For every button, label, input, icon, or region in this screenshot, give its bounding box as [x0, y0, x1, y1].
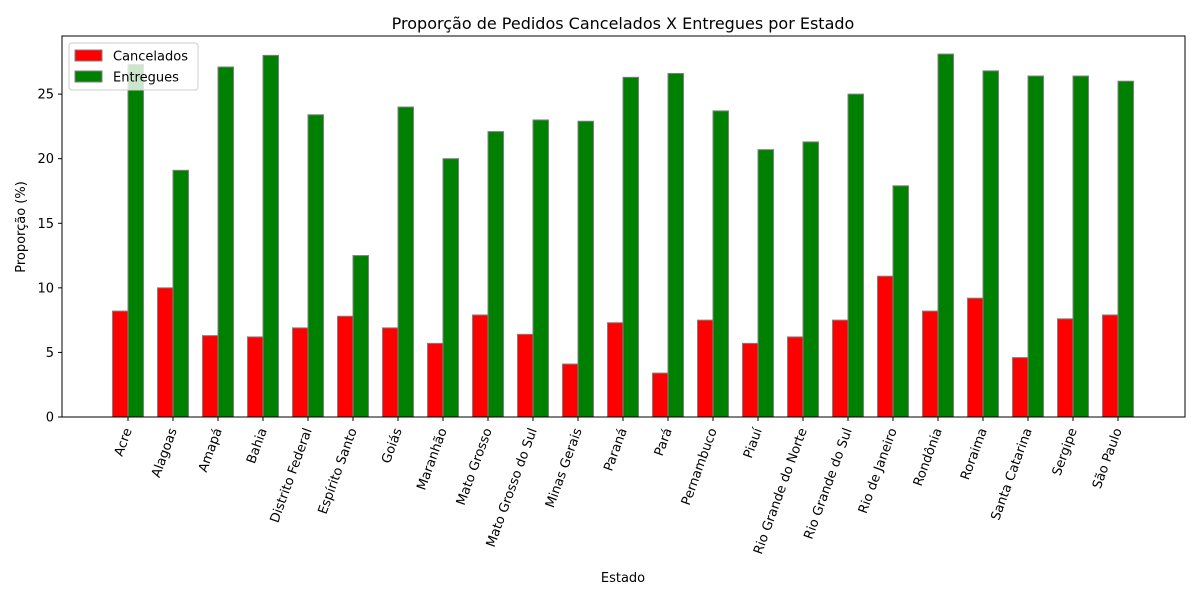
y-tick-label-0: 0: [46, 411, 54, 426]
bar-entregues-1: [172, 169, 189, 418]
bar-entregues-14: [757, 149, 774, 418]
bar-cancelados-1: [157, 287, 174, 418]
y-tick-label-4: 20: [37, 152, 54, 167]
legend-swatch-cancelados: [74, 49, 103, 62]
legend-swatch-entregues: [74, 70, 103, 83]
bar-cancelados-18: [922, 310, 939, 418]
bar-entregues-11: [622, 76, 639, 418]
bar-cancelados-8: [472, 314, 489, 418]
bar-entregues-22: [1117, 80, 1134, 418]
bar-cancelados-22: [1102, 314, 1119, 418]
x-tick-label-21: Sergipe: [1050, 426, 1081, 478]
x-tick-label-18: Rondônia: [911, 426, 946, 488]
y-axis-label: Proporção (%): [14, 181, 29, 273]
bar-cancelados-9: [517, 333, 534, 418]
bar-entregues-6: [397, 106, 414, 418]
bar-cancelados-3: [247, 336, 264, 418]
bar-cancelados-4: [292, 327, 309, 418]
bar-cancelados-10: [562, 363, 579, 418]
bars-group: [112, 53, 1134, 418]
bar-entregues-7: [442, 158, 459, 418]
x-tick-label-7: Maranhão: [414, 426, 450, 492]
bar-entregues-13: [712, 110, 729, 418]
bar-entregues-8: [487, 131, 504, 418]
bar-cancelados-13: [697, 319, 714, 418]
x-tick-label-5: Espírito Santo: [316, 426, 361, 516]
x-tick-label-11: Paraná: [601, 426, 630, 473]
x-tick-label-16: Rio Grande do Sul: [802, 426, 856, 541]
bar-entregues-10: [577, 120, 594, 418]
bar-entregues-16: [847, 93, 864, 418]
x-tick-label-13: Pernambuco: [679, 426, 721, 507]
bar-cancelados-12: [652, 372, 669, 418]
x-tick-label-4: Distrito Federal: [268, 426, 316, 525]
x-tick-label-22: São Paulo: [1090, 426, 1126, 491]
bar-entregues-4: [307, 114, 324, 418]
chart-title: Proporção de Pedidos Cancelados X Entreg…: [392, 14, 855, 33]
bar-entregues-3: [262, 54, 279, 418]
x-tick-label-10: Minas Gerais: [543, 426, 586, 510]
bar-entregues-21: [1072, 75, 1089, 418]
x-axis-label: Estado: [601, 571, 645, 586]
bar-entregues-12: [667, 72, 684, 418]
bar-cancelados-7: [427, 342, 444, 418]
x-tick-label-8: Mato Grosso: [454, 426, 496, 507]
x-tick-label-14: Piauí: [741, 426, 766, 461]
y-tick-label-3: 15: [37, 217, 54, 232]
bar-cancelados-17: [877, 275, 894, 418]
x-tick-label-20: Santa Catarina: [989, 426, 1036, 522]
y-tick-label-5: 25: [37, 88, 54, 103]
bar-entregues-15: [802, 141, 819, 418]
x-tick-label-3: Bahia: [244, 426, 271, 466]
bar-entregues-9: [532, 119, 549, 418]
bar-entregues-18: [937, 53, 954, 418]
y-tick-label-1: 5: [46, 346, 54, 361]
y-axis: 0 5 10 15 20 25: [37, 88, 62, 426]
bar-cancelados-6: [382, 327, 399, 418]
x-tick-label-2: Amapá: [196, 426, 226, 474]
bar-entregues-17: [892, 185, 909, 418]
legend-label-entregues: Entregues: [113, 71, 179, 86]
bar-cancelados-16: [832, 319, 849, 418]
bar-cancelados-20: [1012, 357, 1029, 418]
x-tick-label-1: Alagoas: [149, 426, 181, 480]
x-tick-label-0: Acre: [112, 426, 136, 458]
bar-cancelados-19: [967, 297, 984, 418]
bar-cancelados-21: [1057, 318, 1074, 418]
bar-cancelados-2: [202, 335, 219, 418]
bar-cancelados-5: [337, 315, 354, 418]
bar-entregues-2: [217, 66, 234, 418]
y-tick-label-2: 10: [37, 281, 54, 296]
x-tick-label-12: Pará: [652, 426, 676, 458]
bar-entregues-20: [1027, 75, 1044, 418]
bar-entregues-0: [127, 63, 144, 418]
bar-cancelados-14: [742, 342, 759, 418]
legend-label-cancelados: Cancelados: [113, 50, 188, 65]
bar-cancelados-15: [787, 336, 804, 418]
x-tick-label-9: Mato Grosso do Sul: [484, 426, 541, 549]
bar-cancelados-0: [112, 310, 129, 418]
bar-entregues-5: [352, 255, 369, 418]
bar-cancelados-11: [607, 322, 624, 418]
x-tick-label-19: Roraima: [958, 426, 991, 482]
x-tick-label-6: Goiás: [379, 426, 406, 466]
legend: Cancelados Entregues: [68, 42, 199, 91]
bar-entregues-19: [982, 70, 999, 418]
x-tick-label-17: Rio de Janeiro: [856, 426, 901, 516]
